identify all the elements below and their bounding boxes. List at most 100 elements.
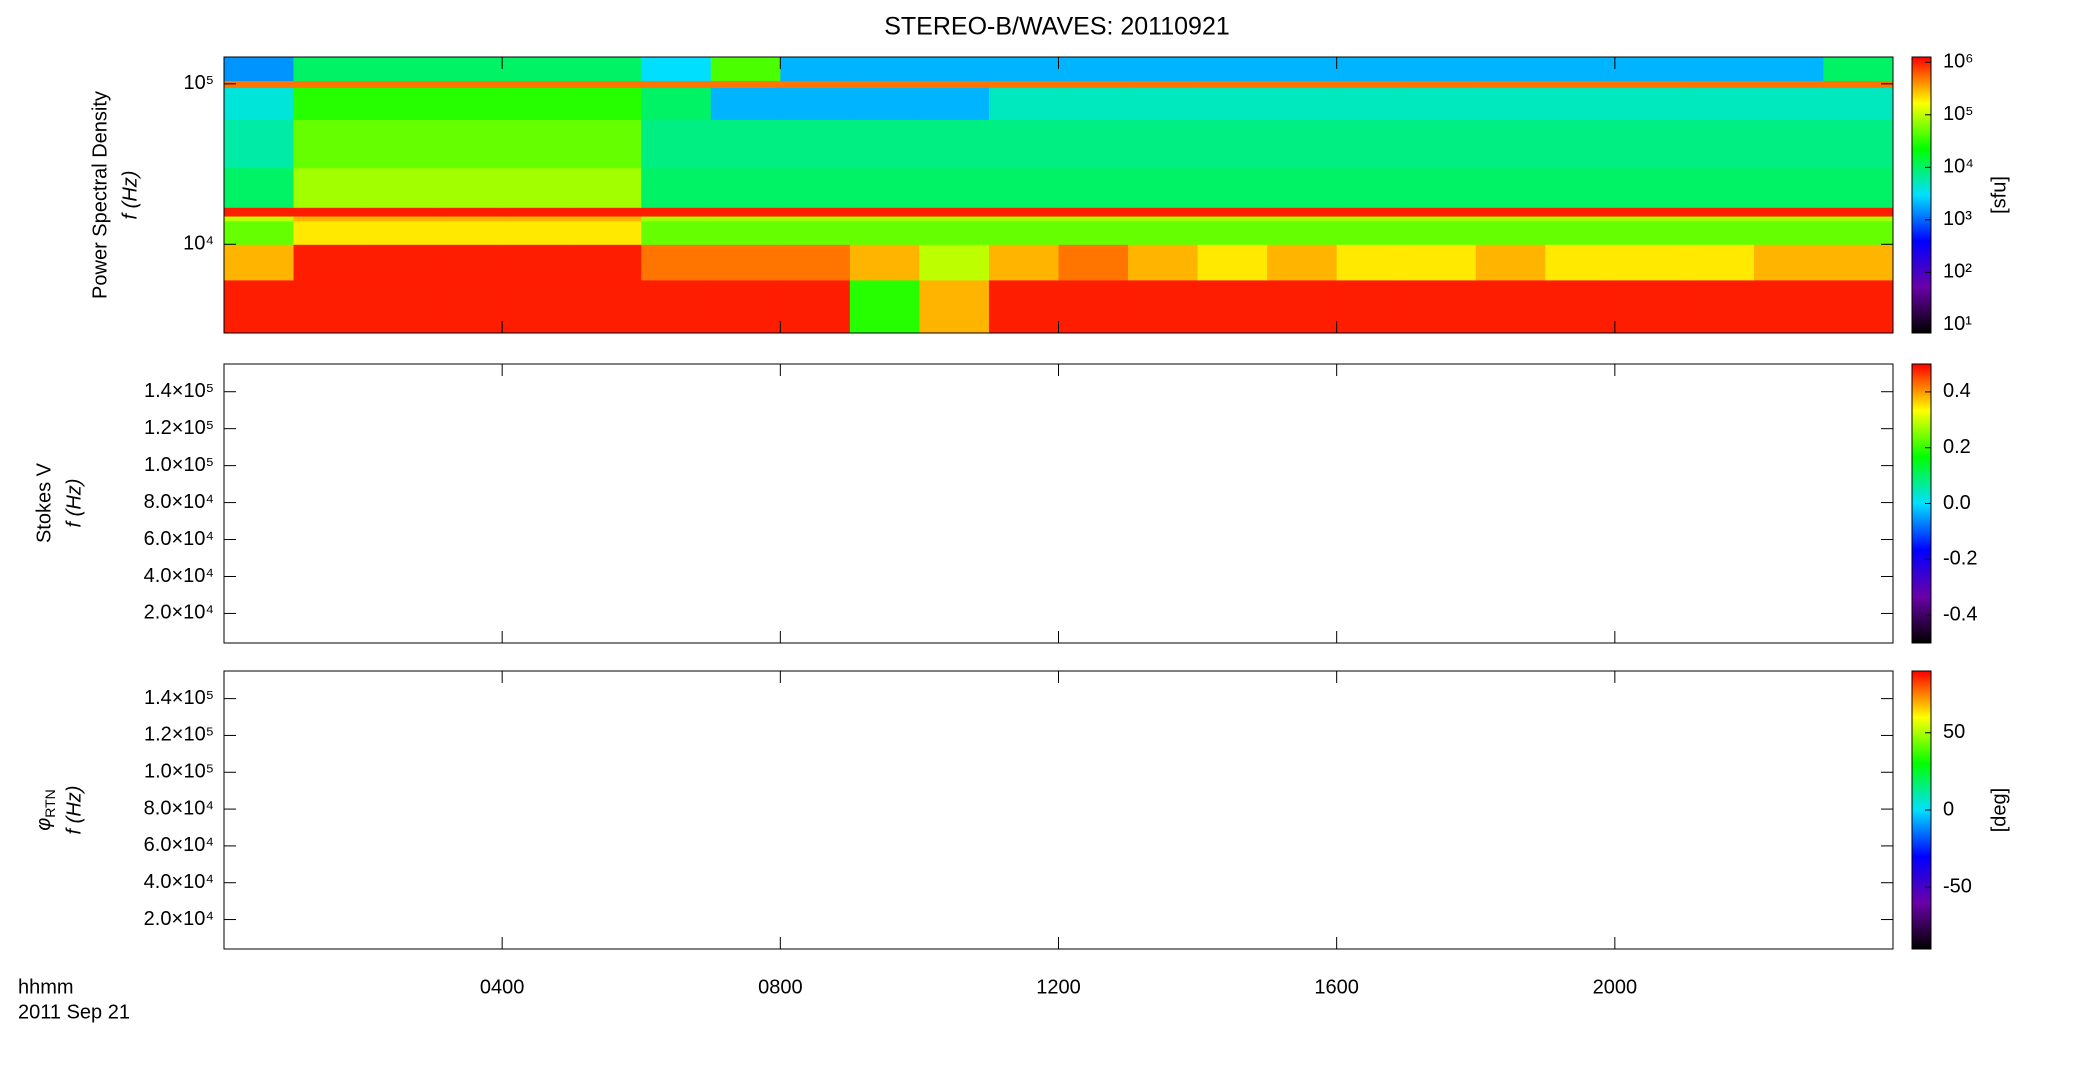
heatmap-cell	[571, 87, 642, 120]
y-tick-label: 2.0×10⁴	[144, 908, 214, 930]
heatmap-cell	[1267, 167, 1338, 208]
y-tick-label: 1.0×10⁵	[144, 761, 214, 783]
colorbar-tick-label: 10¹	[1943, 313, 1972, 335]
heatmap-cell	[224, 220, 295, 245]
heatmap-cell	[571, 220, 642, 245]
heatmap-cell	[1823, 119, 1894, 169]
heatmap-cell	[1684, 80, 1755, 88]
heatmap-cell	[1197, 80, 1268, 88]
colorbar-tick-label: 0.2	[1943, 436, 1971, 458]
heatmap-cell	[1128, 244, 1199, 281]
heatmap-cell	[363, 119, 434, 169]
colorbar-label: [deg]	[1988, 788, 2010, 832]
heatmap-cell	[1058, 87, 1129, 120]
heatmap-cell	[780, 216, 851, 222]
heatmap-cell	[1614, 167, 1685, 208]
heatmap-cell	[1475, 279, 1546, 334]
heatmap-cell	[1823, 244, 1894, 281]
heatmap-cell	[224, 279, 295, 334]
heatmap-cell	[1058, 80, 1129, 88]
heatmap-cell	[293, 57, 364, 81]
heatmap-cell	[1336, 57, 1407, 81]
heatmap-cell	[1684, 167, 1755, 208]
heatmap-cell	[571, 207, 642, 217]
heatmap-cell	[1753, 220, 1824, 245]
colorbar-tick-label: 10³	[1943, 208, 1972, 230]
heatmap-cell	[432, 220, 503, 245]
colorbar-tick-label: 50	[1943, 721, 1965, 743]
heatmap-cell	[1128, 207, 1199, 217]
heatmap-cell	[1614, 57, 1685, 81]
heatmap-cell	[1614, 87, 1685, 120]
heatmap-cell	[502, 119, 573, 169]
y-axis-subscript: RTN	[42, 789, 58, 818]
colorbar-tick-label: 10⁶	[1943, 51, 1973, 73]
heatmap-cell	[1128, 279, 1199, 334]
heatmap-cell	[1406, 216, 1477, 222]
heatmap-cell	[1753, 279, 1824, 334]
heatmap-cell	[1197, 87, 1268, 120]
heatmap-cell	[1753, 57, 1824, 81]
heatmap-cell	[293, 167, 364, 208]
heatmap-cell	[641, 220, 712, 245]
heatmap-cell	[293, 119, 364, 169]
heatmap-cell	[988, 57, 1059, 81]
heatmap-cell	[1336, 167, 1407, 208]
heatmap-cell	[1475, 87, 1546, 120]
heatmap-cell	[502, 80, 573, 88]
heatmap-cell	[1058, 57, 1129, 81]
heatmap-cell	[919, 207, 990, 217]
heatmap-cell	[363, 80, 434, 88]
heatmap-cell	[224, 80, 295, 88]
heatmap-cell	[1545, 80, 1616, 88]
heatmap-cell	[988, 80, 1059, 88]
heatmap-cell	[849, 167, 920, 208]
heatmap-cell	[1475, 216, 1546, 222]
heatmap-cell	[432, 57, 503, 81]
heatmap-cell	[1614, 207, 1685, 217]
heatmap-cell	[988, 87, 1059, 120]
colorbar	[1911, 56, 1932, 334]
heatmap-cell	[780, 244, 851, 281]
heatmap-cell	[1128, 57, 1199, 81]
y-tick-label: 10⁴	[183, 233, 214, 255]
heatmap-cell	[1197, 220, 1268, 245]
heatmap-cell	[1058, 279, 1129, 334]
heatmap-cell	[919, 279, 990, 334]
y-tick-label: 6.0×10⁴	[144, 834, 214, 856]
heatmap-cell	[780, 80, 851, 88]
heatmap-cell	[1753, 119, 1824, 169]
heatmap-cell	[1197, 119, 1268, 169]
heatmap-cell	[849, 80, 920, 88]
heatmap-cell	[1197, 207, 1268, 217]
heatmap-cell	[293, 244, 364, 281]
y-tick-label: 8.0×10⁴	[144, 797, 214, 819]
x-tick-label: 0800	[758, 976, 803, 998]
heatmap-cell	[1406, 57, 1477, 81]
heatmap-cell	[641, 119, 712, 169]
heatmap-cell	[1545, 279, 1616, 334]
heatmap-cell	[1128, 220, 1199, 245]
heatmap-cell	[988, 167, 1059, 208]
heatmap-cell	[1545, 244, 1616, 281]
heatmap-cell	[1406, 167, 1477, 208]
heatmap-cell	[1336, 216, 1407, 222]
heatmap-cell	[502, 207, 573, 217]
colorbar-tick-label: 10²	[1943, 261, 1972, 283]
heatmap-cell	[1267, 119, 1338, 169]
heatmap-cell	[1823, 57, 1894, 81]
heatmap-cell	[1475, 57, 1546, 81]
heatmap-cell	[432, 216, 503, 222]
heatmap-cell	[1614, 244, 1685, 281]
heatmap-cell	[1684, 220, 1755, 245]
heatmap-cell	[1753, 167, 1824, 208]
heatmap-cell	[849, 119, 920, 169]
colorbar-tick-label: 0.0	[1943, 492, 1971, 514]
heatmap-cell	[1336, 207, 1407, 217]
heatmap-cell	[363, 220, 434, 245]
heatmap-cell	[571, 119, 642, 169]
heatmap-cell	[1128, 216, 1199, 222]
colorbar-tick-label: 0.4	[1943, 380, 1971, 402]
x-axis-label: hhmm	[18, 976, 74, 998]
heatmap-cell	[432, 87, 503, 120]
